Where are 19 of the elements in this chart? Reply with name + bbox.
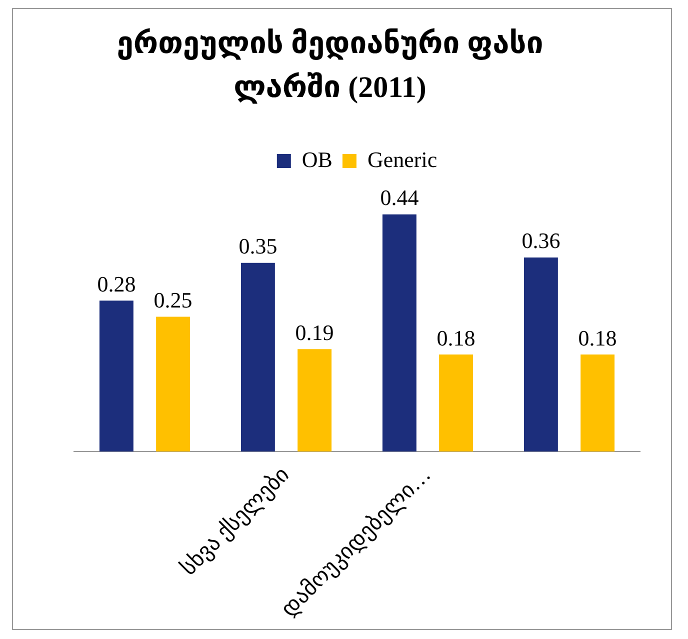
bar [240, 262, 275, 452]
bar [99, 300, 134, 452]
data-label: 0.18 [436, 325, 476, 350]
bar [580, 354, 615, 452]
legend-label: OB [302, 146, 332, 172]
bar [156, 316, 190, 452]
bar [382, 214, 416, 452]
bar [298, 349, 332, 452]
bar [439, 354, 474, 452]
bar [524, 257, 558, 452]
data-label: 0.44 [380, 185, 419, 210]
data-label: 0.36 [522, 228, 560, 254]
data-label: 0.28 [97, 271, 136, 296]
data-label: 0.25 [154, 288, 192, 313]
chart-title: ერთეულის მედიანური ფასი ლარში (2011) [116, 26, 544, 106]
data-label: 0.19 [295, 320, 334, 345]
legend-label: Generic [367, 146, 438, 172]
data-label: 0.35 [238, 234, 278, 259]
data-label: 0.18 [578, 325, 617, 350]
